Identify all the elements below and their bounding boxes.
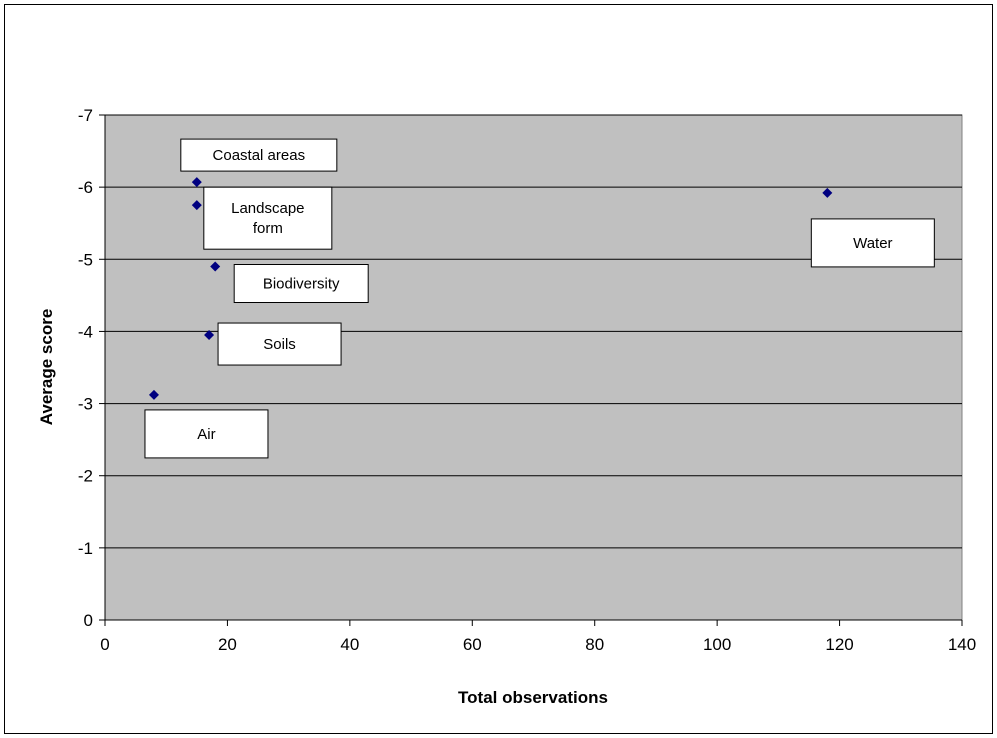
label-box-coastal-areas: [180, 138, 338, 172]
point-labels: Coastal areas Landscape form Biodiversity So…: [144, 138, 935, 459]
x-tick-label: 100: [703, 635, 731, 654]
y-tick-label: -5: [78, 250, 93, 269]
x-tick-label: 140: [948, 635, 976, 654]
data-point-coastal-areas: [191, 177, 202, 188]
y-axis-title: Average score: [37, 309, 56, 426]
y-tick-label: -6: [78, 178, 93, 197]
chart-frame: 0 -1 -2 -3 -4 -5 -6 -7 0 20 40 60 80 100 120 140 Coasta…: [4, 4, 993, 734]
data-point-air: [148, 389, 159, 400]
label-box-water: [810, 218, 935, 268]
data-point-water: [822, 187, 833, 198]
x-tick-label: 0: [100, 635, 109, 654]
label-text-biodiversity: Biodiversity: [263, 276, 340, 293]
x-tick-label: 60: [463, 635, 482, 654]
scatter-chart: 0 -1 -2 -3 -4 -5 -6 -7 0 20 40 60 80 100 120 140 Coasta…: [37, 106, 976, 707]
label-box-landscape-form: [203, 186, 333, 250]
axes: [104, 115, 962, 621]
label-box-soils: [217, 322, 342, 366]
x-tick-label: 80: [585, 635, 604, 654]
x-tick-label: 20: [218, 635, 237, 654]
data-point-landscape-form: [191, 200, 202, 211]
label-text-landscape-form: form: [253, 220, 283, 237]
y-tick-label: -7: [78, 106, 93, 125]
label-text-landscape-form: Landscape: [231, 200, 304, 217]
label-text-soils: Soils: [263, 336, 296, 353]
label-text-coastal-areas: Coastal areas: [213, 147, 306, 164]
x-tick-label: 40: [340, 635, 359, 654]
data-point-soils: [204, 330, 215, 341]
x-axis-title: Total observations: [458, 688, 608, 707]
label-box-air: [144, 409, 269, 459]
y-tick-label: -4: [78, 322, 93, 341]
label-text-air: Air: [197, 426, 215, 443]
y-tick-label: 0: [84, 611, 93, 630]
data-points: [148, 177, 833, 400]
y-tick-label: -1: [78, 539, 93, 558]
x-tick-label: 120: [825, 635, 853, 654]
y-tick-label: -2: [78, 467, 93, 486]
gridlines: [105, 114, 962, 549]
label-box-biodiversity: [233, 264, 369, 303]
y-tick-label: -3: [78, 395, 93, 414]
axis-ticks: 0 -1 -2 -3 -4 -5 -6 -7 0 20 40 60 80 100 120 140: [78, 106, 976, 654]
data-point-biodiversity: [210, 261, 221, 272]
label-text-water: Water: [853, 235, 892, 252]
